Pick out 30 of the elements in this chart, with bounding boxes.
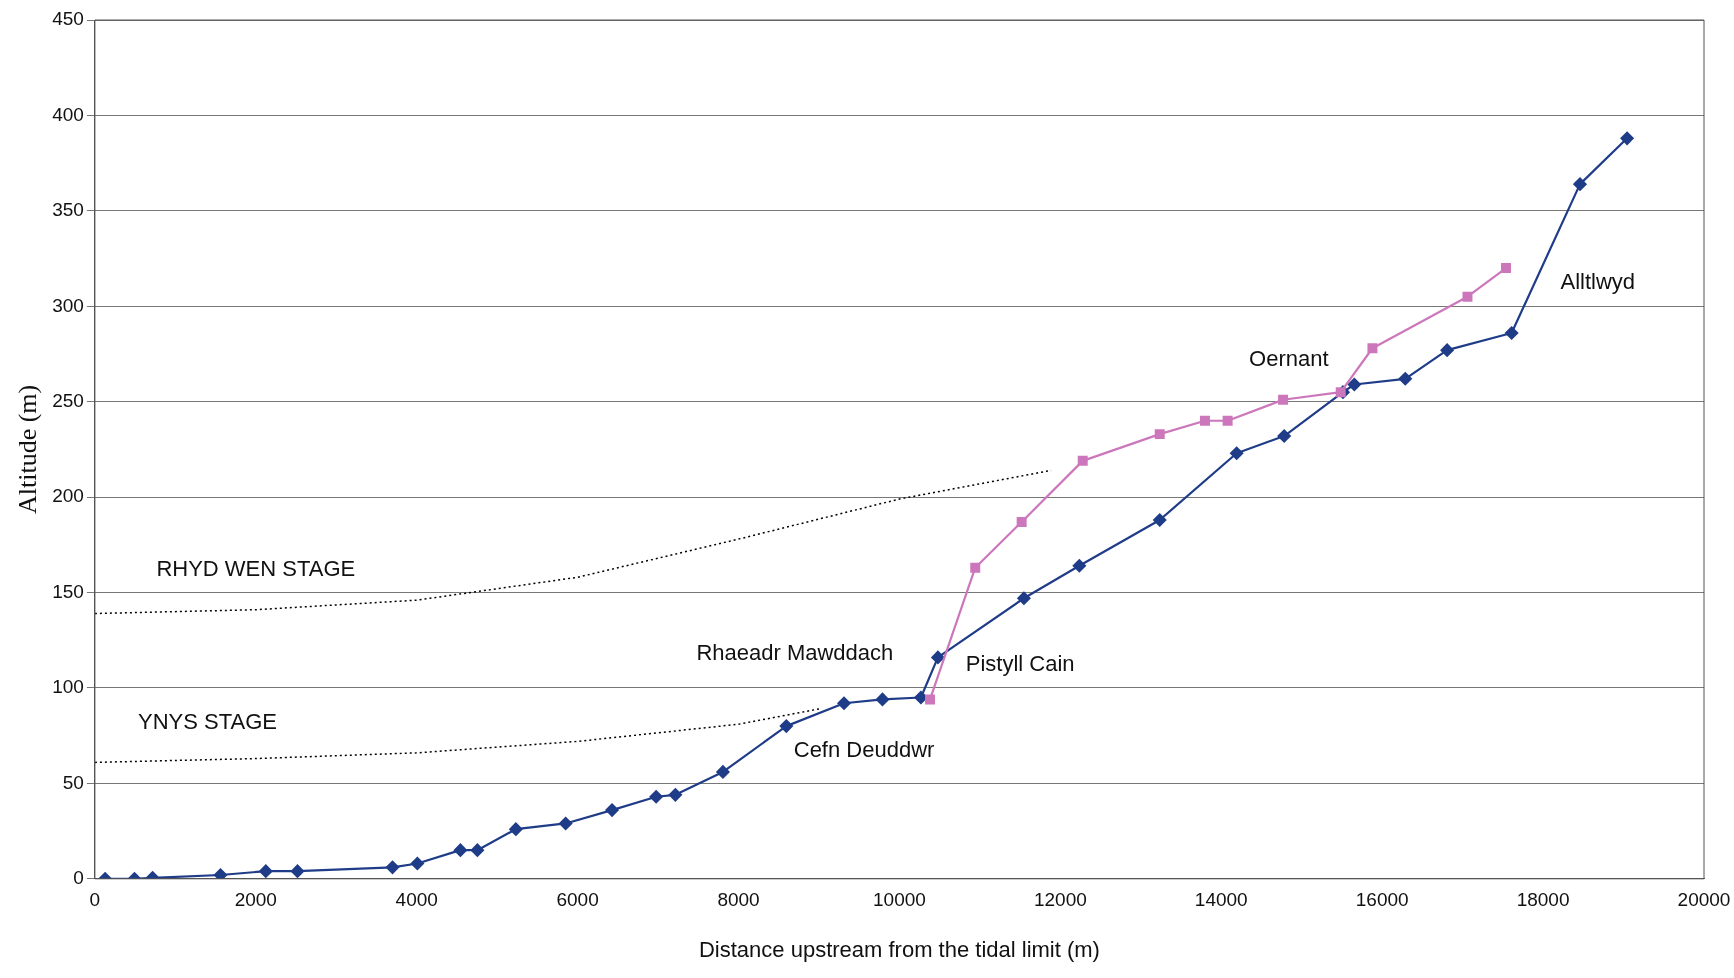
x-tick-label: 6000 (556, 889, 599, 911)
y-tick-label: 50 (62, 771, 84, 793)
x-tick-label: 14000 (1194, 889, 1248, 911)
x-tick-label: 12000 (1033, 889, 1087, 911)
y-tick-label: 100 (52, 676, 84, 698)
y-tick-label: 150 (52, 580, 84, 602)
x-tick-label: 16000 (1355, 889, 1409, 911)
y-tick-label: 200 (52, 485, 84, 507)
annotation: Pistyll Cain (965, 651, 1075, 677)
y-axis-title: Altitude (m) (13, 384, 43, 515)
x-axis-title: Distance upstream from the tidal limit (m) (698, 936, 1100, 962)
x-tick-label: 0 (89, 889, 101, 911)
annotation: RHYD WEN STAGE (156, 555, 356, 581)
y-tick-label: 300 (52, 294, 84, 316)
annotation: Alltlwyd (1560, 268, 1636, 294)
y-tick-label: 450 (52, 8, 84, 30)
y-tick-label: 250 (52, 389, 84, 411)
annotation: YNYS STAGE (138, 708, 278, 734)
y-tick-label: 350 (52, 199, 84, 221)
y-tick-label: 400 (52, 103, 84, 125)
x-tick-label: 2000 (234, 889, 277, 911)
annotation: Oernant (1249, 346, 1329, 372)
x-tick-label: 20000 (1677, 889, 1731, 911)
annotation: Rhaeadr Mawddach (696, 639, 894, 665)
y-tick-label: 0 (73, 867, 84, 889)
x-tick-label: 18000 (1516, 889, 1570, 911)
x-tick-label: 8000 (717, 889, 760, 911)
x-tick-label: 4000 (395, 889, 438, 911)
annotation: Cefn Deuddwr (793, 736, 935, 762)
x-tick-label: 10000 (873, 889, 926, 911)
